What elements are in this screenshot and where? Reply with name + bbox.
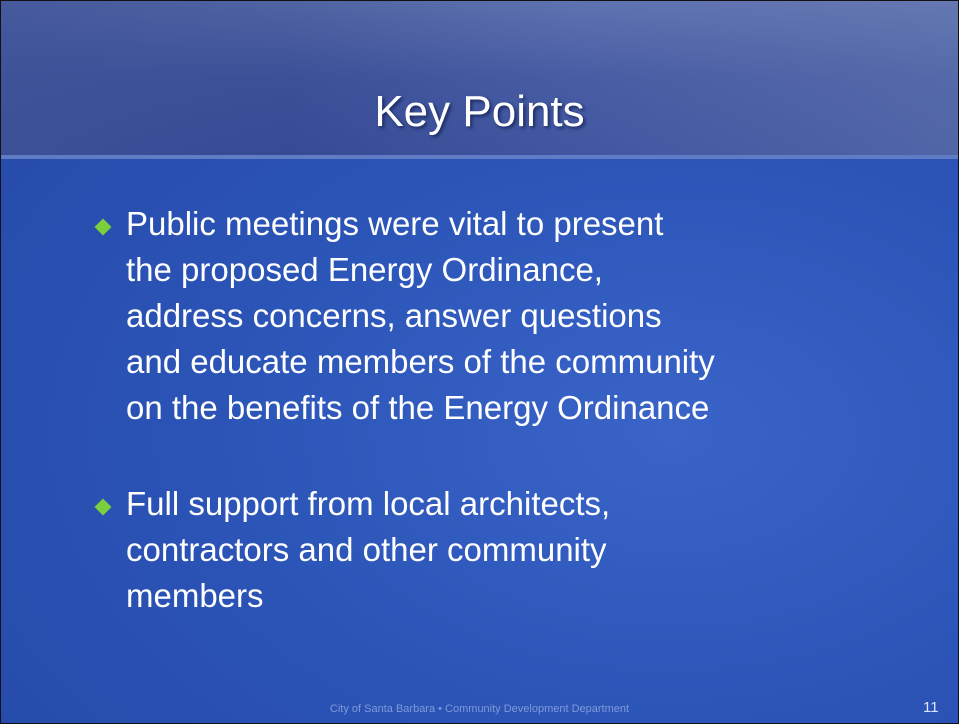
bullet-text: and educate members of the community [126,339,715,385]
bullet-text: Full support from local architects, [126,481,610,527]
footer: City of Santa Barbara • Community Develo… [1,703,958,715]
bullet-text: Public meetings were vital to present [126,201,715,247]
bullet-text: address concerns, answer questions [126,293,715,339]
header-rule [1,155,958,159]
slide: Key Points Public meetings were vital to… [0,0,959,724]
bullet-marker [95,499,112,516]
bullet-text: contractors and other community [126,527,610,573]
page-number: 11 [923,699,939,716]
bullet-text: on the benefits of the Energy Ordinance [126,385,715,431]
page: Key Points Public meetings were vital to… [0,0,959,724]
bullet-text: members [126,573,610,619]
slide-title: Key Points [1,87,958,137]
bullet-marker [95,219,112,236]
bullet-text: the proposed Energy Ordinance, [126,247,715,293]
bullet-item: Full support from local architects,contr… [97,481,581,619]
